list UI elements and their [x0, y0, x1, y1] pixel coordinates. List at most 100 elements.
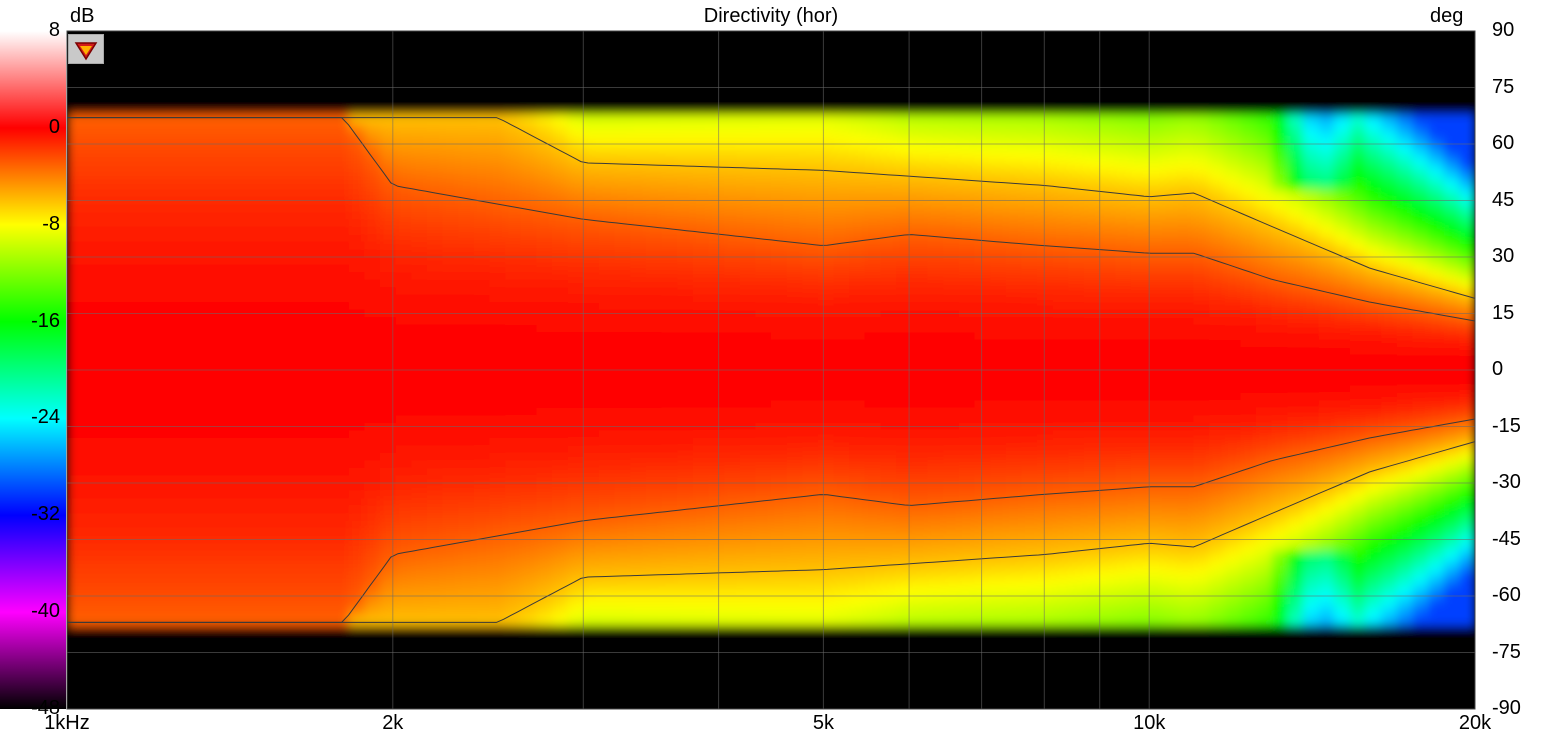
heatmap-cell [145, 678, 162, 688]
heatmap-cell [301, 241, 319, 251]
heatmap-cell [98, 400, 115, 409]
heatmap-cell [442, 490, 459, 499]
heatmap-cell [786, 106, 804, 115]
heatmap-cell [379, 339, 397, 349]
heatmap-cell [301, 362, 319, 371]
heatmap-cell [551, 181, 569, 190]
heatmap-cell [67, 91, 84, 100]
heatmap-cell [473, 204, 491, 213]
heatmap-cell [254, 128, 272, 138]
heatmap-cell [411, 241, 428, 251]
heatmap-cell [786, 385, 804, 394]
heatmap-cell [364, 31, 381, 40]
heatmap-cell [896, 332, 913, 341]
heatmap-cell [724, 611, 741, 620]
heatmap-cell [567, 467, 585, 477]
heatmap-cell [348, 596, 366, 605]
heatmap-cell [677, 332, 694, 341]
heatmap-cell [911, 377, 929, 386]
heatmap-cell [176, 98, 193, 108]
heatmap-cell [849, 234, 866, 243]
heatmap-cell [113, 543, 131, 552]
heatmap-cell [614, 166, 631, 175]
heatmap-cell [536, 558, 553, 567]
heatmap-cell [286, 151, 303, 160]
heatmap-cell [301, 339, 319, 349]
heatmap-cell [395, 656, 412, 665]
heatmap-cell [614, 663, 631, 673]
heatmap-cell [160, 565, 178, 575]
heatmap-cell [207, 633, 225, 642]
heatmap-cell [332, 445, 350, 454]
heatmap-cell [395, 174, 412, 183]
heatmap-cell [113, 558, 131, 567]
heatmap-cell [395, 543, 412, 552]
heatmap-cell [160, 332, 178, 341]
heatmap-cell [473, 407, 491, 416]
heatmap-cell [301, 565, 319, 575]
heatmap-cell [458, 596, 475, 605]
heatmap-cell [567, 641, 585, 650]
heatmap-cell [364, 490, 381, 499]
heatmap-cell [896, 211, 913, 221]
heatmap-cell [708, 370, 725, 379]
heatmap-cell [176, 505, 193, 514]
heatmap-cell [849, 264, 866, 273]
heatmap-cell [661, 580, 678, 590]
heatmap-cell [379, 498, 397, 507]
heatmap-cell [113, 437, 131, 447]
heatmap-cell [661, 106, 678, 115]
heatmap-cell [692, 264, 710, 273]
heatmap-cell [536, 332, 553, 341]
heatmap-cell [567, 287, 585, 296]
heatmap-cell [489, 588, 506, 597]
heatmap-cell [348, 159, 366, 168]
heatmap-cell [630, 513, 647, 522]
heatmap-cell [520, 61, 538, 70]
heatmap-cell [364, 264, 381, 273]
heatmap-cell [520, 257, 538, 266]
heatmap-cell [551, 498, 569, 507]
heatmap-cell [301, 98, 319, 108]
heatmap-cell [833, 61, 851, 70]
heatmap-cell [786, 618, 804, 627]
heatmap-cell [739, 287, 757, 296]
heatmap-cell [348, 392, 366, 401]
heatmap-cell [317, 151, 334, 160]
heatmap-cell [426, 234, 444, 243]
heatmap-cell [598, 385, 616, 394]
heatmap-cell [67, 385, 84, 394]
heatmap-cell [395, 475, 412, 484]
heatmap-cell [896, 543, 913, 552]
heatmap-cell [458, 452, 475, 462]
heatmap-cell [82, 400, 100, 409]
heatmap-cell [364, 452, 381, 462]
heatmap-cell [536, 430, 553, 439]
heatmap-cell [598, 513, 616, 522]
heatmap-cell [864, 415, 882, 424]
heatmap-cell [520, 68, 538, 77]
heatmap-cell [426, 498, 444, 507]
heatmap-cell [817, 347, 835, 356]
heatmap-cell [551, 686, 569, 695]
heatmap-cell [677, 498, 694, 507]
heatmap-cell [301, 257, 319, 266]
heatmap-cell [692, 38, 710, 47]
heatmap-cell [426, 452, 444, 462]
heatmap-cell [332, 656, 350, 665]
heatmap-cell [223, 241, 240, 251]
heatmap-cell [254, 490, 272, 499]
heatmap-cell [880, 264, 897, 273]
heatmap-cell [583, 663, 600, 673]
heatmap-cell [551, 257, 569, 266]
heatmap-cell [113, 415, 131, 424]
heatmap-cell [364, 611, 381, 620]
heatmap-cell [270, 407, 287, 416]
heatmap-cell [505, 362, 522, 371]
heatmap-cell [771, 498, 788, 507]
heatmap-cell [254, 241, 272, 251]
heatmap-cell [426, 166, 444, 175]
heatmap-cell [708, 354, 725, 364]
heatmap-cell [817, 618, 835, 627]
heatmap-cell [708, 272, 725, 281]
